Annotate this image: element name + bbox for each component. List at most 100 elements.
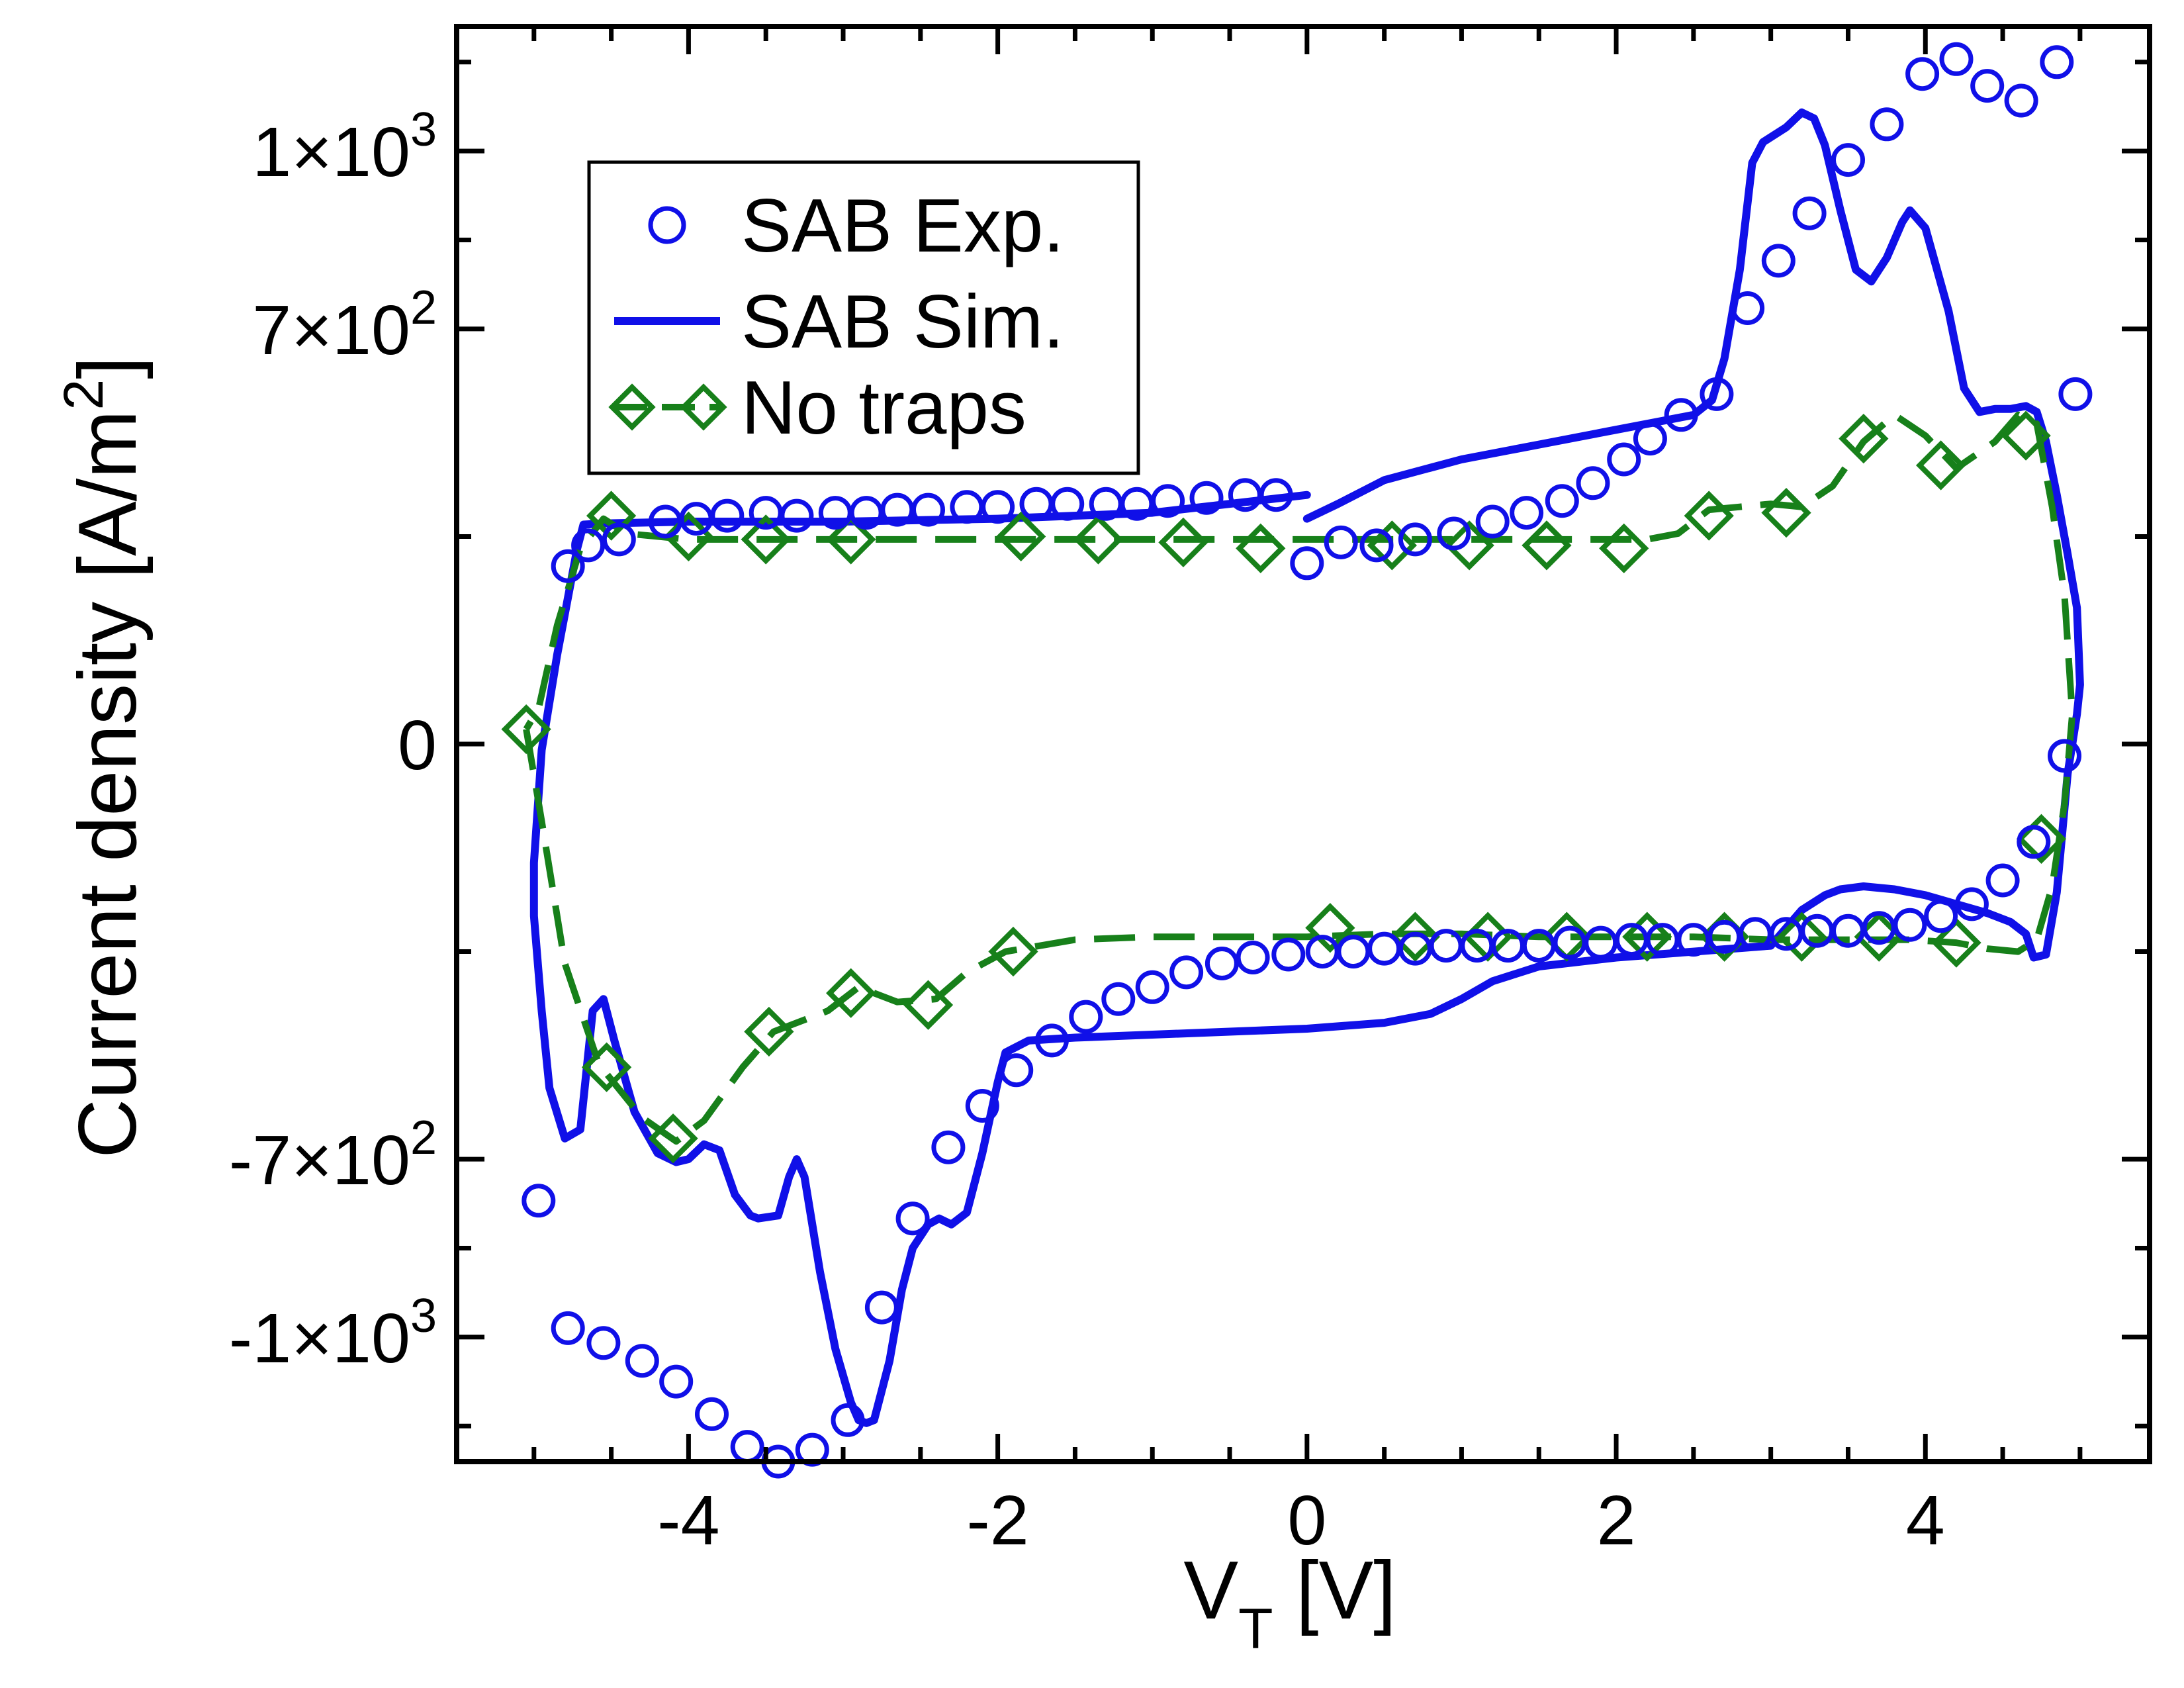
y-tick-mantissa: 7×10 [252,291,410,369]
sab-exp-point [571,528,606,563]
no-traps-marker [1776,912,1827,962]
sab-exp-point [1510,496,1544,530]
no-traps-marker [903,980,954,1030]
sab-exp-point [1228,478,1262,512]
no-traps-marker [1522,520,1572,571]
legend-label: SAB Exp. [741,184,1064,268]
sab-exp-point [1019,487,1054,521]
legend-label: SAB Sim. [741,280,1064,364]
sab-exp-point [795,1432,829,1467]
sab-exp-point [1985,863,2020,898]
y-tick-exponent: 3 [410,103,437,156]
sab-exp-point [659,1364,694,1399]
sab-exp-point [1069,1000,1103,1034]
sab-exp-point [695,1397,729,1431]
sab-exp-point [950,490,984,524]
sab-exp-point [730,1430,764,1464]
no-traps-marker [1236,523,1286,574]
sab-exp-point [1359,528,1394,563]
sab-exp-point [1545,484,1579,518]
sab-exp-point [1584,925,1618,960]
y-tick-mantissa: -7×10 [229,1121,410,1199]
no-traps-marker [1305,903,1355,953]
sab-exp-point [1034,1023,1069,1058]
y-tick-label: 0 [398,706,437,784]
sab-exp-point [1205,947,1239,980]
no-traps-marker [501,704,551,755]
sab-exp-point [625,1344,659,1378]
y-axis-label-sup: 2 [52,379,114,410]
legend-diamond-marker [608,383,656,431]
no-traps-marker [1761,487,1811,538]
x-tick-label: 4 [1906,1481,1945,1560]
sab-exp-point [2048,739,2081,773]
x-tick-label: -4 [657,1481,719,1560]
no-traps-marker [2001,410,2051,461]
y-tick-label: -7×102 [229,1111,437,1199]
no-traps-marker [1073,514,1124,565]
x-axis-label: VT [V] [1183,1545,1396,1661]
sab-exp-point [818,496,852,530]
legend-label: No traps [741,366,1026,450]
sab-exp-point [1761,244,1796,278]
sab-exp-point [2058,377,2093,411]
y-axis-label: Current density [A/m2] [52,356,154,1158]
y-tick-mantissa: -1×10 [229,1299,410,1378]
no-traps-marker [648,1113,698,1164]
x-axis-label-sub: T [1238,1597,1273,1661]
sab-exp-point [999,1053,1034,1088]
sab-exp-point [1870,107,1904,142]
sab-exp-point [1135,970,1169,1004]
sab-exp-point [551,1311,585,1345]
sab-exp-point [1607,442,1641,477]
sab-exp-point [1633,422,1667,456]
sab-exp-point [1831,143,1865,177]
sab-exp-point [1475,504,1510,539]
y-tick-exponent: 3 [410,1289,437,1342]
x-axis-label-unit: [V] [1273,1545,1396,1636]
legend-circle-marker [648,206,686,244]
y-tick-mantissa: 1×10 [252,113,410,191]
no-traps-marker [1390,912,1441,962]
sab-exp-point [1700,377,1734,411]
sab-exp-point [864,1290,899,1325]
sab-exp-point [1290,546,1324,581]
no-traps-marker [988,926,1038,977]
sab-exp-point [551,549,585,583]
legend: SAB Exp. SAB Sim.No traps [587,160,1140,475]
sab-exp-point [1367,931,1402,966]
sab-exp-point [1664,398,1698,432]
no-traps-marker [1599,523,1649,574]
y-tick-label: -1×103 [229,1289,437,1378]
sab-exp-point [1089,487,1123,521]
sab-exp-point [2040,45,2074,79]
no-traps-marker [1158,517,1208,568]
y-tick-exponent: 2 [410,1111,437,1164]
no-traps-marker [581,1042,632,1092]
sab-exp-point [586,1326,621,1360]
no-traps-marker [2016,814,2067,864]
no-traps-marker [744,1006,794,1057]
sab-exp-point [749,496,783,530]
no-traps-marker [826,968,876,1018]
sab-exp-point [1398,522,1432,557]
no-traps-marker [1444,520,1494,571]
no-traps-marker [1915,440,1966,491]
sab-exp-point [931,1130,966,1164]
sab-exp-point [2004,83,2038,118]
sab-exp-point [1954,887,1989,921]
y-tick-label: 1×103 [252,103,437,191]
sab-exp-point [1576,466,1610,500]
sab-exp-point [965,1089,999,1123]
sab-exp-point [522,1184,556,1218]
sab-exp-point [895,1201,930,1236]
sab-exp-point [602,522,636,557]
axis-ticks [454,26,2150,1462]
sab-exp-point [710,498,745,533]
sab-exp-point [1792,196,1827,230]
no-traps-marker [996,511,1046,562]
sab-exp-point [2017,825,2051,859]
sab-exp-point [1271,937,1306,972]
